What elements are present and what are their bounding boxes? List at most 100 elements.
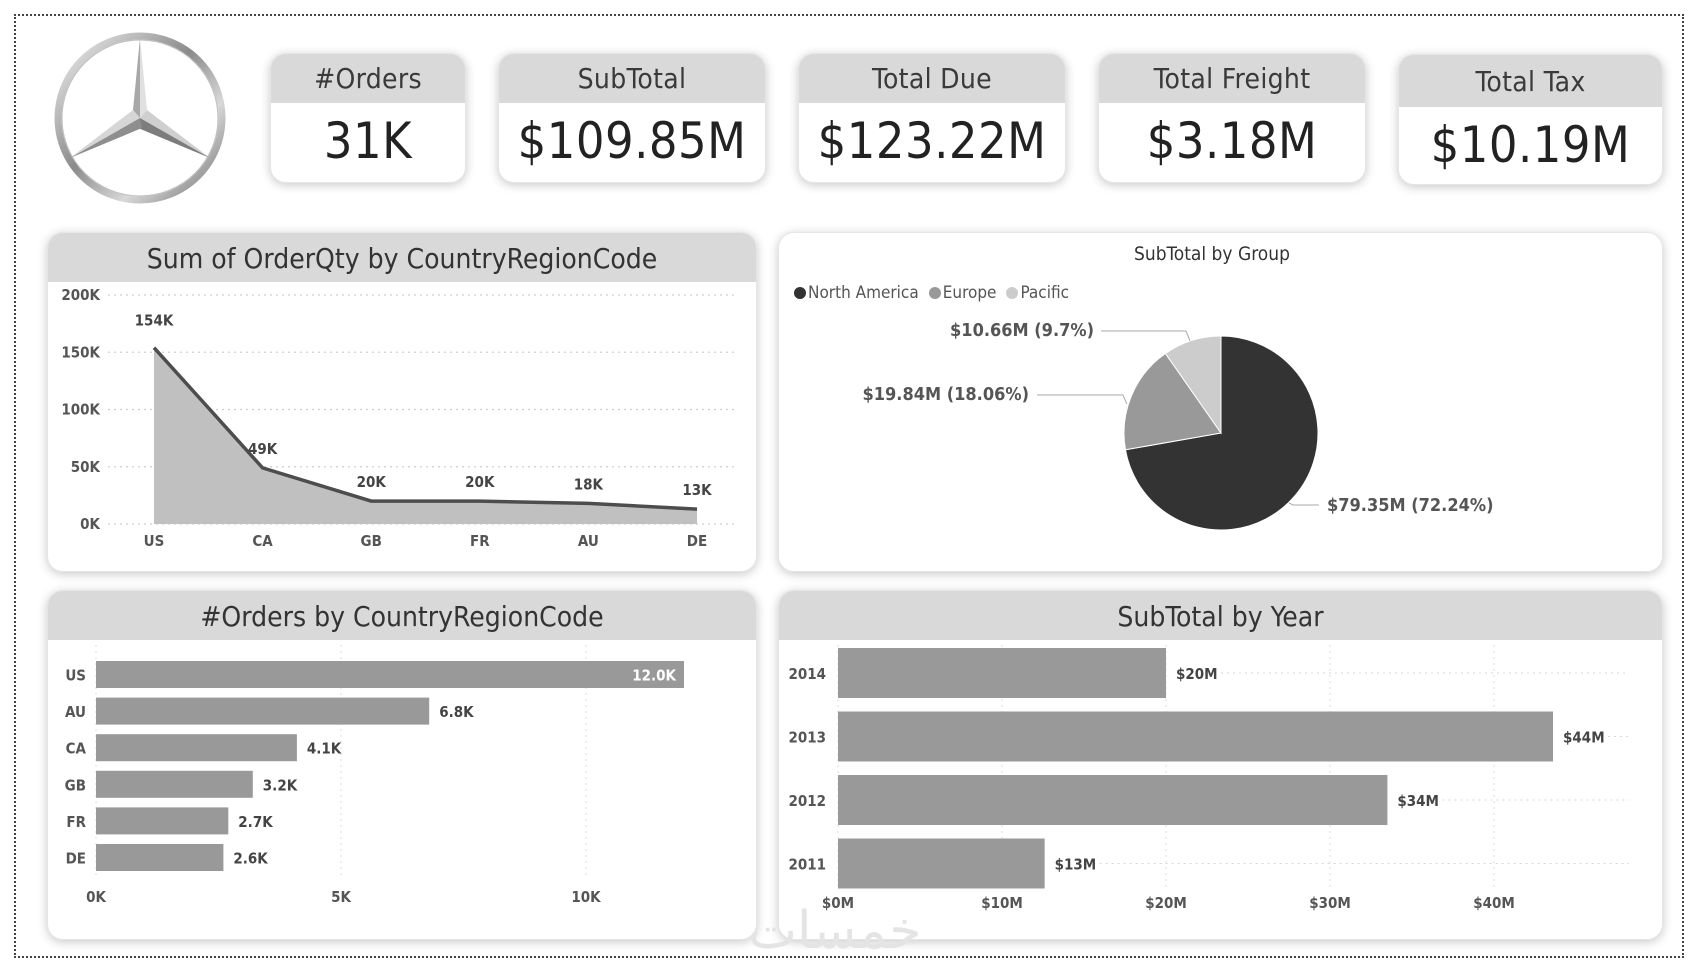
y-tick-label: CA [66,740,87,758]
bar-de [96,844,224,871]
data-label: $44M [1563,729,1605,747]
kpi-value: $123.22M [817,112,1047,170]
y-tick-label: DE [66,850,86,868]
pie-slice-europe [1123,352,1222,451]
bar-2011 [838,838,1045,889]
kpi-label: #Orders [271,54,465,103]
kpi-value: $10.19M [1430,116,1631,174]
kpi-card-total-due[interactable]: Total Due $123.22M [798,53,1066,183]
y-tick-label: FR [66,813,86,831]
orderqty-area-chart-card[interactable]: Sum of OrderQty by CountryRegionCode 0K 5… [47,232,757,572]
kpi-label: Total Due [799,54,1065,103]
kpi-card-subtotal[interactable]: SubTotal $109.85M [498,53,766,183]
y-tick-label: GB [65,776,86,794]
orders-bar-chart-card[interactable]: #Orders by CountryRegionCode 0K 5K 10K US 12… [47,590,757,940]
subtotal-by-group-pie-card[interactable]: SubTotal by Group North America Europe P… [778,232,1663,572]
legend-label: Pacific [1020,283,1070,303]
x-tick-label: US [144,532,165,550]
data-label: 18K [574,475,604,493]
data-label: $34M [1397,792,1439,810]
y-tick-label: US [65,667,86,685]
pie-slice-pacific [1164,335,1222,435]
chart-title: SubTotal by Group [1134,243,1290,265]
x-tick-label: CA [252,532,273,550]
data-label: 20K [357,473,387,491]
kpi-value: 31K [323,112,413,170]
pie-data-label: $79.35M (72.24%) [1327,495,1494,516]
legend-item-europe[interactable]: Europe [928,283,997,303]
watermark-logo: خمسات [748,901,922,961]
orderqty-area-chart: 0K 50K 100K 150K 200K 154K US 49K CA 20K GB 20K FR 18… [61,286,738,550]
bar-us [96,661,684,688]
pie-data-label: $19.84M (18.06%) [863,384,1030,405]
kpi-label: Total Freight [1099,54,1365,103]
data-label: 20K [465,473,495,491]
legend-dot-icon [794,287,806,299]
data-label: 49K [248,440,278,458]
data-label: 4.1K [307,740,342,758]
x-tick-label: $0M [822,894,854,912]
x-tick-label: DE [687,532,707,550]
bar-au [96,697,430,725]
data-label: $20M [1176,665,1218,683]
report-canvas-border [14,14,1684,958]
data-label: 3.2K [263,776,298,794]
kpi-label: Total Tax [1399,55,1662,107]
subtotal-by-year-bar-chart: $0M $10M $20M $30M $40M 2014 $20M 2013 $44M 2012 $… [788,645,1629,912]
pie-slice-north-america [1124,335,1319,531]
chart-title: SubTotal by Year [779,591,1662,640]
legend-label: North America [808,283,919,303]
kpi-value: $109.85M [517,112,747,170]
x-tick-label: $10M [981,894,1023,912]
x-tick-label: AU [578,532,599,550]
x-tick-label: $20M [1145,894,1187,912]
data-label: 12.0K [632,667,676,685]
pie-data-label: $10.66M (9.7%) [950,320,1094,341]
y-tick-label: 100K [61,401,100,419]
pie-legend: North America Europe Pacific [794,283,1075,303]
x-tick-label: $40M [1473,894,1515,912]
kpi-value: $3.18M [1146,112,1318,170]
kpi-card-total-freight[interactable]: Total Freight $3.18M [1098,53,1366,183]
legend-dot-icon [1006,287,1019,299]
kpi-label: SubTotal [499,54,765,103]
y-tick-label: 2012 [788,792,826,810]
data-label: 6.8K [439,703,474,721]
y-tick-label: 2014 [788,665,826,683]
area-fill [154,347,697,524]
x-tick-label: FR [470,532,490,550]
y-tick-label: 50K [71,458,101,476]
data-label: 13K [682,481,712,499]
chart-title: #Orders by CountryRegionCode [48,591,756,640]
subtotal-by-year-chart-card[interactable]: SubTotal by Year $0M $10M $20M $30M $40M 2014… [778,590,1663,940]
x-tick-label: $30M [1309,894,1351,912]
y-tick-label: 150K [61,343,100,361]
bar-2012 [838,775,1388,825]
leader-line [1288,502,1319,506]
bar-gb [96,770,253,798]
legend-item-north-america[interactable]: North America [794,283,919,303]
data-label: 2.6K [233,850,268,868]
bar-fr [96,807,229,835]
bar-2014 [838,648,1166,698]
y-tick-label: 0K [80,515,100,533]
data-label: $13M [1055,856,1097,874]
legend-dot-icon [928,287,941,299]
y-tick-label: 2013 [788,729,826,747]
y-tick-label: 200K [61,286,100,304]
subtotal-pie-chart: $79.35M (72.24%) $19.84M (18.06%) $10.66M … [863,320,1494,531]
kpi-card-total-tax[interactable]: Total Tax $10.19M [1398,54,1663,185]
chart-title: Sum of OrderQty by CountryRegionCode [48,233,756,282]
y-tick-label: 2011 [788,856,826,874]
y-tick-label: AU [65,703,86,721]
orders-bar-chart: 0K 5K 10K US 12.0K AU 6.8K CA 4.1K GB 3.2K FR 2.7K DE… [65,645,684,906]
bar-ca [96,734,297,762]
bar-2013 [838,711,1554,762]
kpi-card-orders[interactable]: #Orders 31K [270,53,466,183]
legend-label: Europe [942,283,997,303]
x-tick-label: 0K [86,888,106,906]
data-label: 154K [135,312,174,330]
mercedes-benz-star-icon [54,32,226,204]
x-tick-label: GB [361,532,382,550]
legend-item-pacific[interactable]: Pacific [1006,283,1069,303]
